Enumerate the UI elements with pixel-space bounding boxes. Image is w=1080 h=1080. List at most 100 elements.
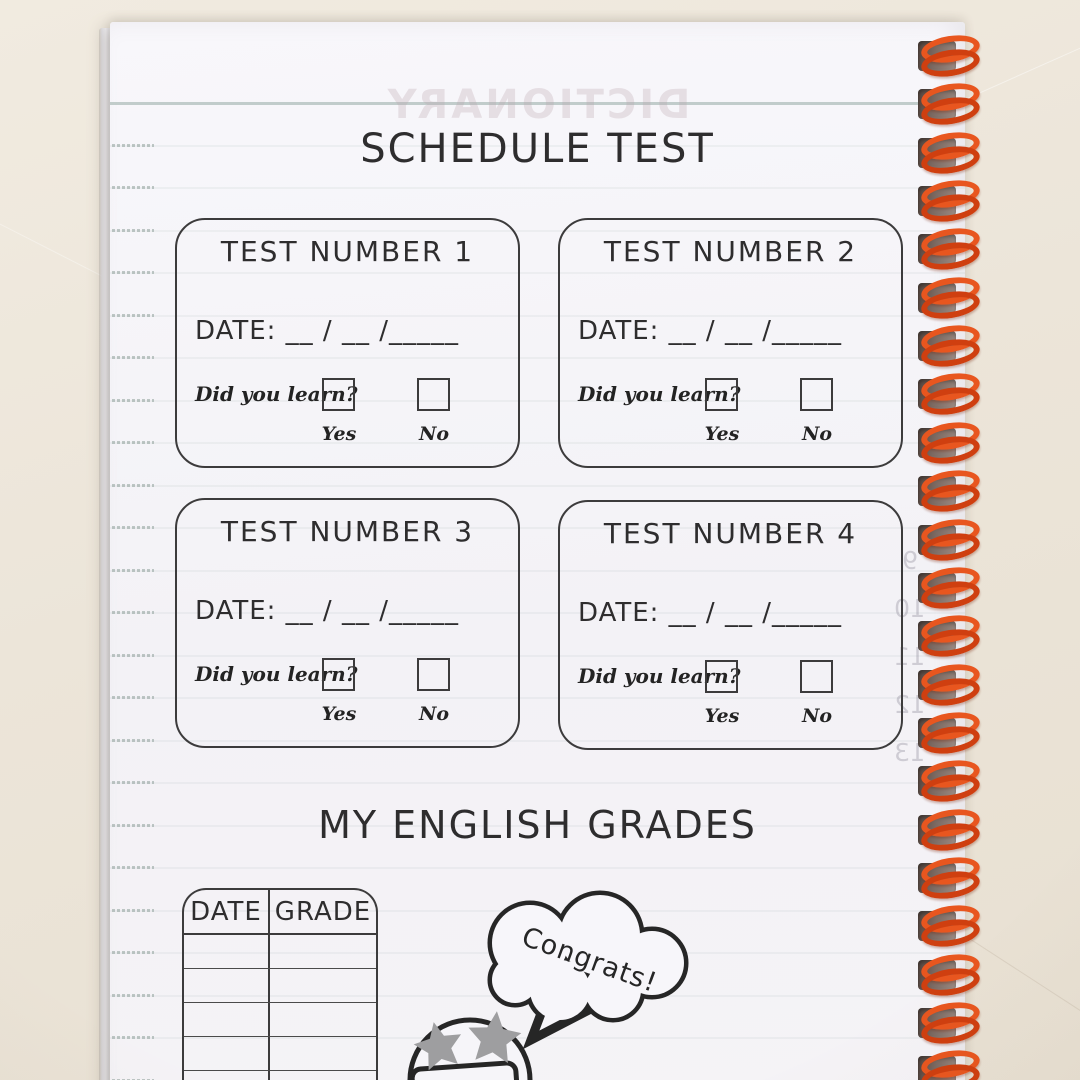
- margin-dash: [112, 951, 154, 954]
- date-blanks: __ / __ /_____: [285, 596, 459, 626]
- grades-cell-date: [184, 935, 270, 968]
- date-blanks: __ / __ /_____: [668, 316, 842, 346]
- margin-dash: [112, 696, 154, 699]
- learn-question: Did you learn?: [195, 662, 358, 686]
- grades-title: MY ENGLISH GRADES: [318, 803, 757, 847]
- grades-cell-grade: [270, 969, 376, 1002]
- yes-label: Yes: [321, 423, 357, 445]
- ruled-line: [110, 867, 965, 869]
- date-label: DATE:: [578, 316, 660, 346]
- star-eyes-emoji: [407, 1011, 533, 1080]
- no-checkbox: [417, 658, 450, 691]
- ruled-line: [110, 782, 965, 784]
- test-card-title: TEST NUMBER 2: [603, 235, 858, 268]
- margin-dash: [112, 271, 154, 274]
- margin-dash: [112, 908, 154, 912]
- ruled-line: [110, 272, 965, 274]
- test-card-title: TEST NUMBER 4: [603, 517, 858, 550]
- yes-checkbox: [705, 378, 738, 411]
- margin-dash: [112, 823, 154, 827]
- date-field: DATE: __ / __ /_____: [195, 316, 459, 346]
- ruled-line: [110, 484, 965, 487]
- grades-cell-date: [184, 1071, 270, 1080]
- ruled-line: [110, 144, 965, 147]
- date-label: DATE:: [195, 316, 277, 346]
- show-through-number: 13: [894, 738, 926, 767]
- margin-dash: [112, 313, 154, 317]
- date-blanks: __ / __ /_____: [668, 598, 842, 628]
- ruled-line: [110, 357, 965, 359]
- date-label: DATE:: [195, 596, 277, 626]
- margin-dash: [112, 143, 154, 147]
- no-label: No: [801, 705, 833, 727]
- no-label: No: [418, 703, 450, 725]
- margin-dash: [112, 398, 154, 402]
- yes-label: Yes: [321, 703, 357, 725]
- learn-question: Did you learn?: [578, 382, 741, 406]
- grades-cell-grade: [270, 1003, 376, 1036]
- grades-row: [184, 969, 376, 1003]
- margin-dash: [112, 441, 154, 444]
- ruled-line: [110, 229, 965, 232]
- ruled-line: [110, 527, 965, 529]
- grades-cell-date: [184, 1003, 270, 1036]
- margin-dash: [112, 611, 154, 614]
- grades-row: [184, 935, 376, 969]
- no-label: No: [418, 423, 450, 445]
- ruled-line: [110, 187, 965, 189]
- no-label: No: [801, 423, 833, 445]
- test-card-title: TEST NUMBER 3: [220, 515, 475, 548]
- yes-label: Yes: [704, 423, 740, 445]
- margin-dash: [112, 483, 154, 487]
- date-field: DATE: __ / __ /_____: [195, 596, 459, 626]
- grades-row: [184, 1071, 376, 1080]
- date-field: DATE: __ / __ /_____: [578, 598, 842, 628]
- grades-table-rows: [184, 935, 376, 1080]
- test-card-2: TEST NUMBER 2 DATE: __ / __ /_____ Did y…: [558, 218, 903, 468]
- grades-cell-date: [184, 969, 270, 1002]
- yes-label: Yes: [704, 705, 740, 727]
- margin-dash: [112, 526, 154, 529]
- page-stack-edge: [99, 28, 111, 1080]
- date-label: DATE:: [578, 598, 660, 628]
- no-checkbox: [417, 378, 450, 411]
- date-field: DATE: __ / __ /_____: [578, 316, 842, 346]
- margin-dash: [112, 866, 154, 869]
- margin-dash: [112, 653, 154, 657]
- margin-dash: [112, 228, 154, 232]
- no-checkbox: [800, 660, 833, 693]
- margin-dash: [112, 356, 154, 359]
- yes-checkbox: [705, 660, 738, 693]
- page-title: SCHEDULE TEST: [360, 126, 715, 172]
- margin-dash: [112, 1078, 154, 1080]
- grades-row: [184, 1037, 376, 1071]
- congrats-bubble: Congrats!: [487, 890, 689, 1050]
- test-card-1: TEST NUMBER 1 DATE: __ / __ /_____ Did y…: [175, 218, 520, 468]
- test-card-title: TEST NUMBER 1: [220, 235, 475, 268]
- grades-cell-grade: [270, 935, 376, 968]
- ruled-line: [110, 569, 965, 572]
- ruled-line: [110, 399, 965, 402]
- grades-table-header: DATE GRADE: [184, 890, 376, 935]
- ruled-line: [110, 739, 965, 742]
- margin-dash: [112, 186, 154, 189]
- yes-checkbox: [322, 658, 355, 691]
- ruled-line: [110, 102, 965, 105]
- grades-header-grade: GRADE: [274, 896, 372, 927]
- ruled-line: [110, 697, 965, 699]
- emoji-mouth: [409, 1060, 521, 1080]
- star-icon: [468, 1011, 522, 1064]
- no-checkbox: [800, 378, 833, 411]
- grades-cell-grade: [270, 1037, 376, 1070]
- margin-dash: [112, 568, 154, 572]
- margin-dash: [112, 1036, 154, 1039]
- test-card-3: TEST NUMBER 3 DATE: __ / __ /_____ Did y…: [175, 498, 520, 748]
- ruled-line: [110, 612, 965, 614]
- show-through-title: DICTIONARY: [384, 82, 691, 128]
- notebook-page: DICTIONARY 9 10 11 12 13 SCHEDULE TEST TEST …: [110, 22, 965, 1080]
- ruled-line: [110, 314, 965, 317]
- ruled-line: [110, 824, 965, 827]
- learn-question: Did you learn?: [195, 382, 358, 406]
- ruled-line: [110, 654, 965, 657]
